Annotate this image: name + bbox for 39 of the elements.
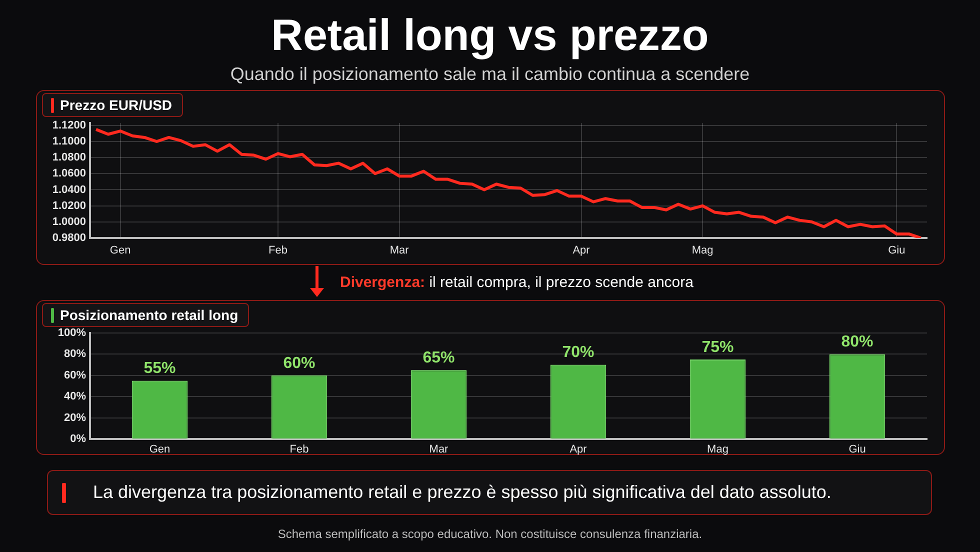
y-tick-label: 1.1000: [52, 136, 86, 148]
y-tick-label: 1.1200: [52, 119, 86, 132]
x-tick-label: Mar: [429, 444, 449, 456]
y-tick-label: 40%: [64, 390, 86, 403]
x-tick-label: Gen: [149, 444, 170, 456]
x-tick-label: Mag: [692, 244, 714, 257]
x-tick-label: Feb: [290, 444, 309, 456]
text: Divergenza: il retail compra, il prezzo scende ancora: [340, 274, 694, 291]
y-tick-label: 1.0800: [52, 152, 86, 164]
chart-title: Prezzo EUR/USD: [60, 97, 172, 113]
x-tick-label: Giu: [848, 444, 866, 456]
y-tick-label: 80%: [64, 348, 86, 360]
chart-title: Posizionamento retail long: [60, 307, 238, 323]
x-tick-label: Feb: [268, 244, 288, 257]
x-tick-label: Gen: [110, 244, 131, 257]
data-label: 60%: [283, 354, 316, 372]
text: Schema semplificato a scopo educativo. Non costituisce consulenza finanziaria.: [276, 527, 704, 541]
data-label: 65%: [422, 350, 455, 367]
x-tick-label: Apr: [570, 444, 588, 456]
text: Quando il posizionamento sale ma il cambio continua a scendere: [229, 64, 751, 85]
x-tick-label: Mag: [707, 444, 728, 456]
y-tick-label: 0%: [70, 433, 86, 446]
y-tick-label: 1.0400: [52, 184, 86, 196]
data-label: 70%: [562, 344, 594, 362]
data-label: 75%: [702, 338, 734, 356]
data-label: 55%: [144, 360, 176, 378]
y-tick-label: 1.0000: [52, 216, 86, 228]
data-label: 80%: [841, 334, 874, 351]
y-tick-label: 100%: [58, 327, 86, 340]
text: La divergenza tra posizionamento retail e prezzo è spesso più significativa del dato assoluto.: [93, 482, 832, 503]
x-tick-label: Giu: [888, 244, 906, 257]
x-tick-label: Mar: [390, 244, 410, 257]
y-tick-label: 60%: [64, 369, 86, 382]
y-tick-label: 1.0600: [52, 168, 86, 180]
y-tick-label: 0.9800: [52, 232, 86, 244]
y-tick-label: 20%: [64, 412, 86, 424]
text: Retail long vs prezzo: [270, 11, 710, 60]
x-tick-label: Apr: [572, 244, 590, 257]
y-tick-label: 1.0200: [52, 200, 86, 212]
